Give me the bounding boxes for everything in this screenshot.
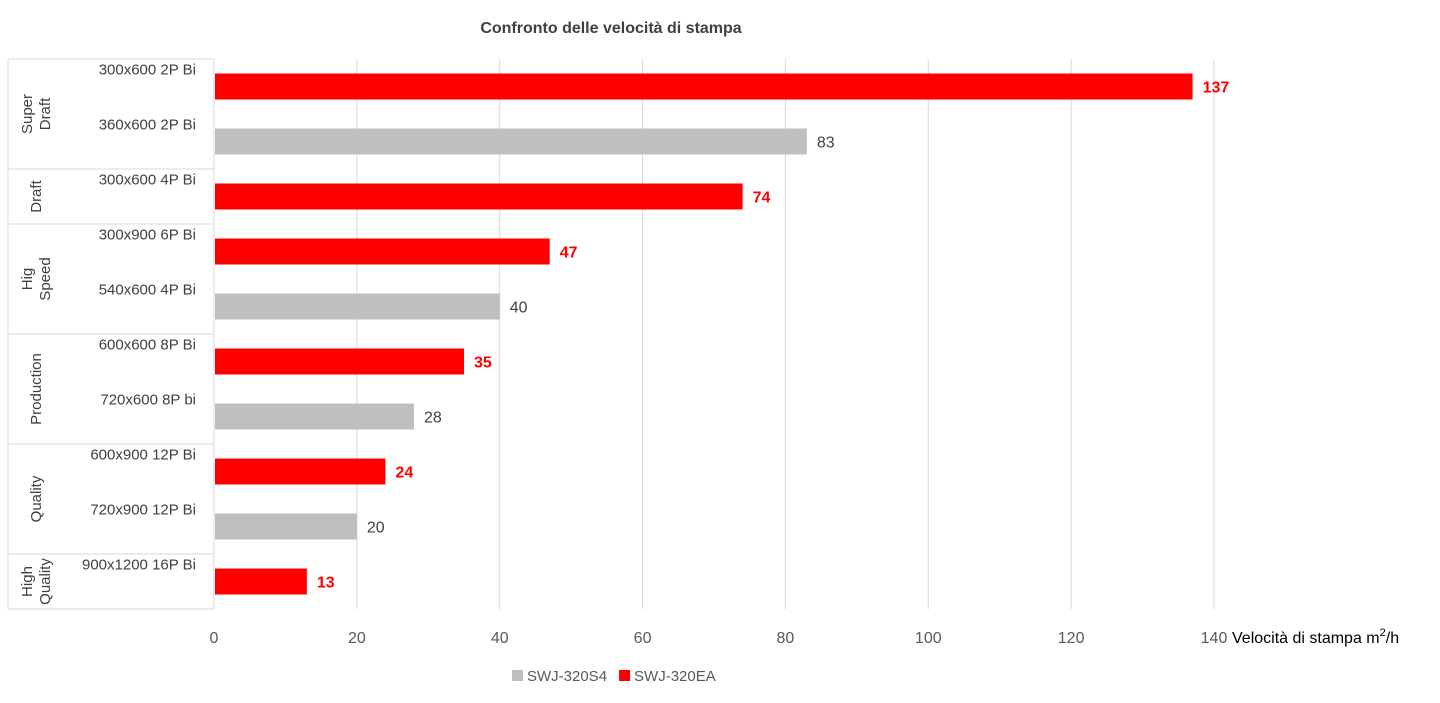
data-label: 13 <box>317 575 335 592</box>
data-label: 47 <box>560 245 578 262</box>
data-label: 40 <box>510 300 528 317</box>
group-label: HigSpeed <box>19 257 54 300</box>
x-axis-label: Velocità di stampa m2/h <box>1232 627 1399 647</box>
bar <box>215 293 500 320</box>
data-label: 20 <box>367 520 385 537</box>
category-label: 600x900 12P Bi <box>90 447 196 464</box>
legend: SWJ-320S4 SWJ-320EA <box>512 668 716 685</box>
legend-label: SWJ-320EA <box>634 668 716 685</box>
data-label: 83 <box>817 135 835 152</box>
category-label: 540x600 4P Bi <box>99 282 196 299</box>
x-tick-label: 0 <box>210 630 219 647</box>
x-tick-label: 120 <box>1058 630 1085 647</box>
group-label-line: Draft <box>28 179 45 212</box>
x-tick-label: 40 <box>491 630 509 647</box>
data-label: 28 <box>424 410 442 427</box>
legend-swatch <box>512 670 523 681</box>
bar <box>215 458 386 485</box>
x-tick-label: 60 <box>634 630 652 647</box>
category-label: 900x1200 16P Bi <box>82 557 196 574</box>
bars <box>215 73 1193 595</box>
group-label-line: Super <box>19 94 36 134</box>
category-label: 600x600 8P Bi <box>99 337 196 354</box>
x-tick-label: 100 <box>915 630 942 647</box>
category-label: 720x900 12P Bi <box>90 502 196 519</box>
data-label: 35 <box>474 355 492 372</box>
data-label: 24 <box>395 465 413 482</box>
group-label: HighQuality <box>19 558 54 605</box>
bar <box>215 238 550 265</box>
bar <box>215 403 414 430</box>
bar <box>215 348 464 375</box>
category-label: 720x600 8P bi <box>100 392 196 409</box>
category-label: 360x600 2P Bi <box>99 117 196 134</box>
group-label: SuperDraft <box>19 94 54 134</box>
x-axis-label-suffix: /h <box>1386 630 1399 647</box>
category-label: 300x600 2P Bi <box>99 62 196 79</box>
data-labels: 137 83 74 47 40 35 28 24 20 13 <box>317 80 1230 592</box>
bar <box>215 183 743 210</box>
group-label-line: Production <box>28 353 45 425</box>
bar <box>215 513 357 540</box>
group-label-line: Quality <box>37 558 54 605</box>
group-label: Draft <box>28 179 45 212</box>
legend-label: SWJ-320S4 <box>527 668 607 685</box>
x-tick-label: 20 <box>348 630 366 647</box>
category-label: 300x900 6P Bi <box>99 227 196 244</box>
data-label: 137 <box>1203 80 1230 97</box>
data-label: 74 <box>753 190 771 207</box>
group-label-line: Speed <box>37 257 54 300</box>
x-tick-label: 80 <box>777 630 795 647</box>
bar <box>215 73 1193 100</box>
legend-swatch <box>619 670 631 681</box>
group-label: Quality <box>28 475 45 522</box>
group-label-line: Quality <box>28 475 45 522</box>
group-label: Production <box>28 353 45 425</box>
x-axis-ticks: 0 20 40 60 80 100 120 140 <box>210 630 1228 647</box>
x-axis-label-main: Velocità di stampa m <box>1232 630 1380 647</box>
bar <box>215 568 307 595</box>
group-label-line: Draft <box>37 97 54 130</box>
group-label-line: High <box>19 566 36 597</box>
x-axis-label-superscript: 2 <box>1380 627 1386 639</box>
group-label-line: Hig <box>19 268 36 291</box>
category-label: 300x600 4P Bi <box>99 172 196 189</box>
x-tick-label: 140 <box>1201 630 1228 647</box>
bar <box>215 128 807 155</box>
chart-title: Confronto delle velocità di stampa <box>480 20 741 37</box>
